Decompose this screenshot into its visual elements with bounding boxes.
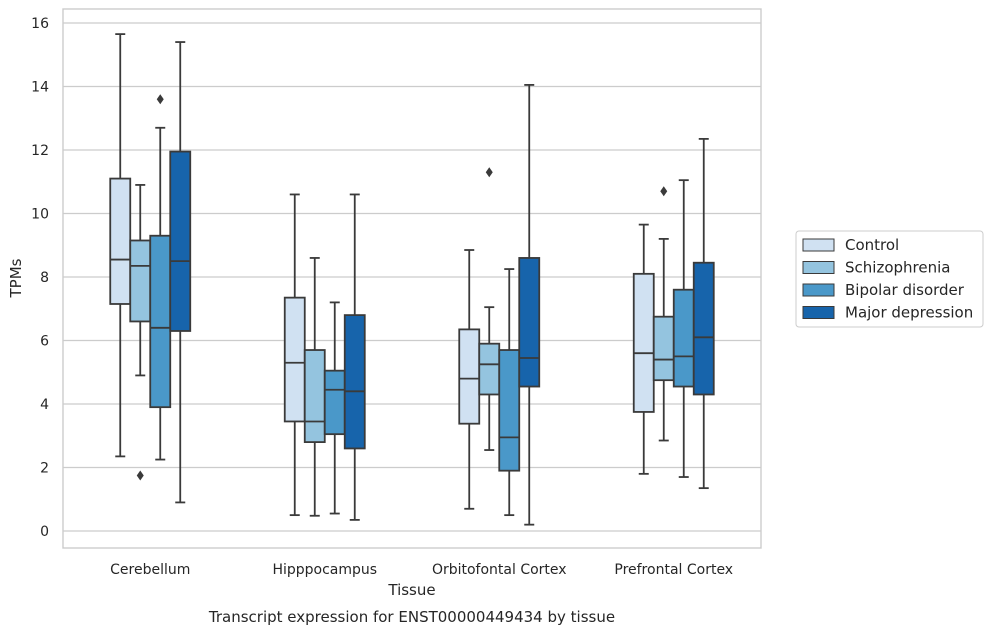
box-iqr — [652, 315, 675, 382]
legend: Control Schizophrenia Bipolar disorder Majo… — [795, 230, 984, 328]
y-tick-label: 6 — [40, 334, 49, 350]
box-3-2 — [672, 179, 695, 478]
legend-label: Bipolar disorder — [845, 281, 965, 299]
box-iqr — [478, 342, 501, 396]
y-tick-label: 4 — [40, 397, 49, 413]
box-3-1 — [652, 186, 675, 442]
legend-frame — [795, 230, 984, 328]
y-tick-label: 8 — [40, 270, 49, 286]
box-iqr — [169, 150, 192, 332]
y-tick-label: 14 — [31, 80, 49, 96]
box-1-3 — [343, 193, 366, 521]
box-iqr — [323, 369, 346, 436]
y-tick-label: 16 — [31, 16, 49, 32]
legend-label: Schizophrenia — [845, 259, 950, 277]
box-3-3 — [692, 137, 715, 490]
box-0-2 — [149, 94, 172, 461]
box-iqr — [343, 314, 366, 450]
y-axis-title: TPMs — [7, 258, 25, 298]
box-2-1 — [478, 167, 501, 451]
outlier-point — [136, 470, 144, 481]
box-1-0 — [283, 193, 306, 517]
x-axis-ticks: Cerebellum Hipppocampus Orbitofontal Corte… — [110, 562, 733, 578]
outlier-point — [485, 167, 493, 178]
box-iqr — [518, 257, 541, 388]
legend-label: Control — [845, 236, 899, 254]
legend-swatch — [802, 306, 835, 319]
box-iqr — [303, 349, 326, 443]
x-tick-label: Prefrontal Cortex — [614, 562, 733, 578]
box-0-3 — [169, 41, 192, 504]
box-0-0 — [109, 33, 132, 458]
box-iqr — [149, 234, 172, 409]
box-iqr — [109, 177, 132, 305]
legend-swatch — [802, 261, 835, 274]
box-2-0 — [458, 249, 481, 510]
x-axis-title: Tissue — [387, 581, 435, 599]
x-tick-label: Hipppocampus — [272, 562, 377, 578]
box-iqr — [692, 261, 715, 396]
outlier-point — [156, 94, 164, 105]
x-tick-label: Orbitofontal Cortex — [432, 562, 567, 578]
chart-caption: Transcript expression for ENST0000044943… — [208, 608, 615, 626]
legend-swatch — [802, 238, 835, 252]
y-tick-label: 2 — [40, 461, 49, 477]
y-tick-label: 10 — [31, 207, 49, 223]
box-iqr — [283, 296, 306, 423]
y-tick-label: 0 — [40, 524, 49, 540]
plot-area-frame — [62, 8, 762, 549]
box-2-3 — [518, 84, 541, 526]
box-series — [109, 33, 715, 526]
box-1-2 — [323, 301, 346, 515]
box-0-1 — [129, 184, 152, 481]
legend-swatch — [802, 283, 835, 297]
outlier-point — [660, 186, 668, 197]
box-2-2 — [498, 268, 521, 517]
box-iqr — [498, 349, 521, 472]
x-tick-label: Cerebellum — [110, 562, 190, 578]
y-axis-ticks: 0 2 4 6 8 10 12 14 16 — [31, 16, 49, 540]
box-iqr — [458, 328, 481, 425]
box-iqr — [129, 239, 152, 323]
y-tick-label: 12 — [31, 143, 49, 159]
box-iqr — [672, 288, 695, 388]
box-1-1 — [303, 257, 326, 517]
box-iqr — [632, 272, 655, 413]
box-3-0 — [632, 223, 655, 475]
legend-label: Major depression — [845, 304, 973, 322]
